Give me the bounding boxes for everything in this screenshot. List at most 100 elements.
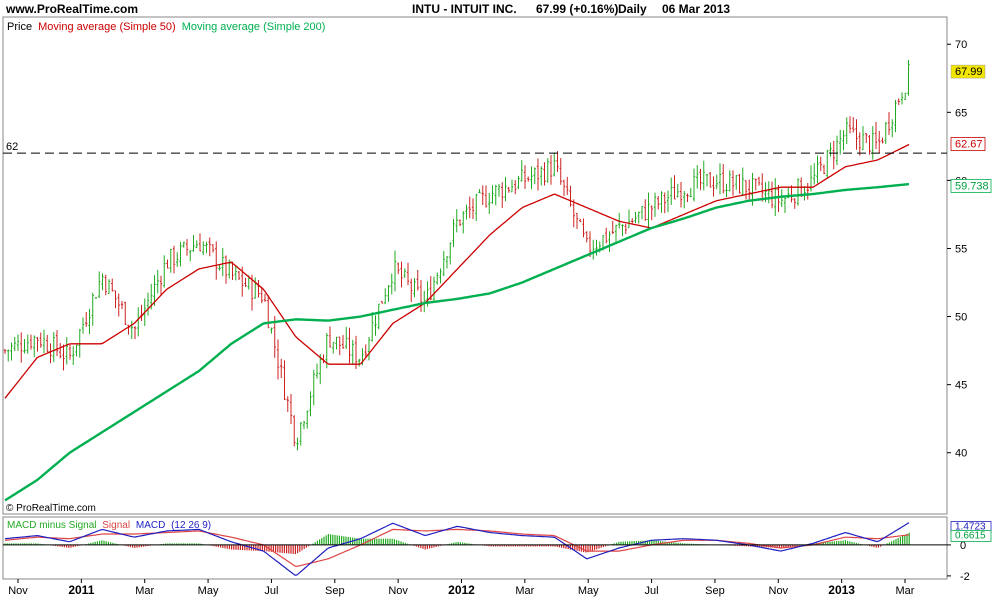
candle — [244, 277, 247, 287]
candle — [29, 334, 33, 350]
ma200-value: 59.738 — [955, 180, 989, 192]
last-price-value: 67.99 — [955, 66, 983, 78]
candle — [631, 218, 634, 224]
x-tick-label: Nov — [8, 585, 28, 597]
candle — [878, 130, 881, 154]
legend-macd-hist: MACD minus Signal — [7, 520, 96, 531]
candle — [81, 317, 85, 334]
candle — [874, 121, 878, 149]
candle — [725, 183, 728, 198]
candle — [462, 211, 465, 234]
x-tick-label: Sep — [325, 585, 345, 597]
legend-ma50: Moving average (Simple 50) — [38, 21, 176, 33]
candle — [484, 185, 488, 208]
candle — [163, 255, 166, 288]
candle — [783, 196, 787, 213]
candle — [471, 198, 475, 220]
signal-value: 0.6615 — [955, 531, 986, 542]
candle — [367, 336, 371, 361]
candle — [114, 290, 117, 309]
x-tick-label: May — [578, 585, 599, 597]
candle — [205, 241, 208, 254]
candle — [575, 212, 579, 229]
x-tick-label: Jul — [645, 585, 659, 597]
candle — [696, 165, 699, 189]
candle — [796, 178, 800, 206]
candle — [793, 198, 796, 209]
candle — [660, 191, 663, 213]
candle — [819, 156, 822, 171]
candle — [387, 285, 390, 302]
candle — [46, 334, 49, 353]
candle — [481, 185, 484, 206]
candle — [865, 133, 868, 143]
candle — [709, 172, 712, 188]
price-y-axis: 40455055606570 — [947, 39, 967, 460]
candle — [306, 410, 309, 429]
candle — [68, 344, 72, 360]
candle — [52, 332, 55, 363]
candle — [315, 363, 319, 379]
candle — [644, 199, 647, 221]
candle — [449, 242, 452, 265]
candle — [260, 286, 263, 304]
candle — [107, 279, 111, 295]
price-change-label: 67.99 (+0.16%) — [536, 2, 619, 16]
candle — [670, 177, 673, 205]
candle — [195, 240, 198, 249]
candle — [413, 278, 416, 298]
candle — [754, 178, 757, 191]
candle — [848, 116, 852, 134]
candle — [501, 182, 504, 209]
candle — [10, 342, 13, 361]
candle — [111, 278, 114, 292]
candle — [436, 272, 439, 285]
candle — [309, 391, 312, 417]
x-tick-label: Nov — [769, 585, 789, 597]
candle — [3, 348, 7, 354]
candle — [419, 280, 423, 312]
macd-panel[interactable] — [2, 516, 948, 580]
candle — [42, 329, 46, 354]
candle — [900, 92, 904, 105]
candle — [169, 248, 172, 273]
candle — [159, 275, 163, 296]
candle — [338, 336, 341, 356]
x-axis: Nov 2011 Mar May Jul Sep Nov 2012 Mar May Jul Sep No… — [8, 579, 915, 597]
candle — [7, 349, 10, 362]
candle — [176, 252, 179, 267]
candle — [718, 163, 722, 195]
candle — [845, 117, 848, 144]
candle — [445, 255, 449, 269]
candle — [185, 239, 189, 256]
macd-tick-label: -2 — [960, 571, 970, 583]
candle — [465, 204, 468, 220]
candle — [348, 327, 351, 364]
candle — [410, 278, 413, 303]
horizontal-line-label: 62 — [6, 141, 18, 153]
candle — [488, 192, 491, 214]
candle — [907, 60, 910, 96]
candle — [358, 358, 361, 367]
candle — [91, 292, 94, 326]
candle — [416, 269, 419, 291]
candle — [897, 98, 900, 105]
candle — [276, 339, 280, 380]
candle — [192, 235, 195, 252]
candle — [556, 151, 559, 172]
legend-signal: Signal — [102, 520, 130, 531]
ma200-line — [4, 182, 910, 502]
price-badge: 67.99 — [950, 64, 986, 79]
candle — [124, 301, 127, 326]
candle — [72, 346, 75, 365]
price-panel[interactable] — [2, 16, 948, 515]
candle — [39, 332, 42, 348]
ma50-badge: 62.67 — [950, 137, 986, 151]
candle — [221, 247, 224, 277]
candle — [237, 271, 241, 280]
candle — [777, 184, 780, 213]
candle — [198, 233, 202, 252]
candle — [683, 191, 686, 209]
candle — [543, 162, 546, 186]
